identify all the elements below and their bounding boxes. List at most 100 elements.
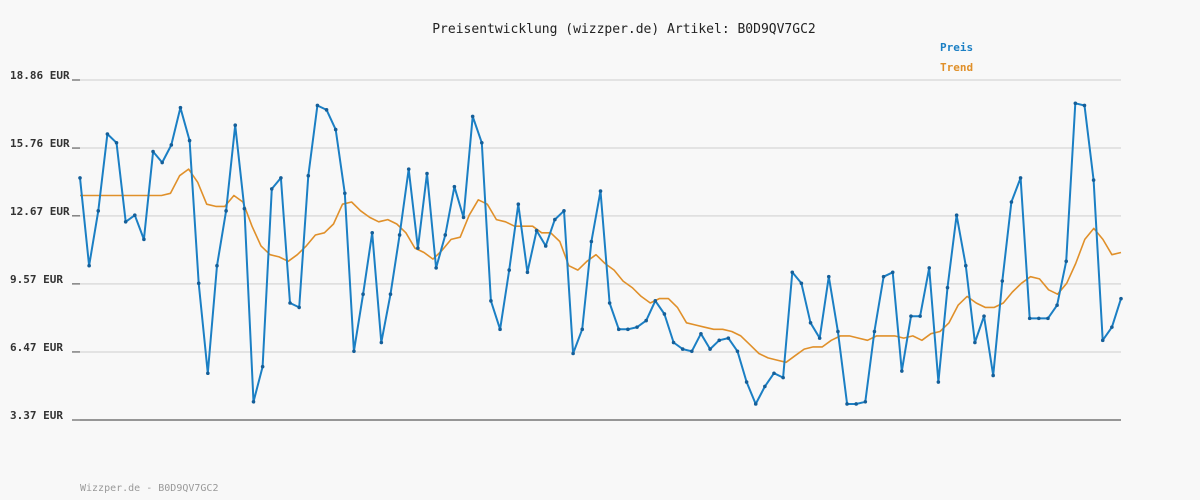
data-point (333, 127, 338, 132)
data-point (123, 219, 128, 224)
data-point (680, 347, 685, 351)
data-point (945, 285, 950, 290)
data-point (288, 301, 292, 305)
data-point (744, 380, 749, 384)
data-point (845, 402, 849, 406)
data-point (306, 173, 311, 178)
data-point (297, 305, 301, 310)
data-point (224, 209, 228, 213)
data-point (534, 228, 539, 233)
data-point (607, 301, 612, 305)
data-point (78, 176, 82, 180)
data-point (1064, 259, 1069, 264)
data-point (1119, 296, 1123, 301)
chart-title: Preisentwicklung (wizzper.de) Artikel: B… (432, 22, 816, 37)
data-point (343, 191, 347, 196)
data-point (1000, 279, 1005, 283)
data-point (635, 325, 639, 329)
data-point (160, 160, 164, 165)
series-group (78, 101, 1123, 406)
data-point (1027, 316, 1032, 321)
data-point (279, 176, 283, 180)
data-point (644, 318, 648, 323)
data-point (352, 349, 356, 354)
data-point (361, 292, 365, 297)
y-tick-label: 6.47 EUR (10, 341, 63, 354)
data-point (1082, 103, 1087, 108)
data-point (735, 349, 740, 354)
data-point (233, 123, 238, 128)
data-point (1110, 325, 1114, 329)
data-point (671, 340, 676, 345)
data-point (388, 292, 393, 297)
data-point (753, 402, 758, 406)
data-point (260, 364, 265, 369)
data-point (242, 206, 247, 211)
legend-entry-trend: Trend (940, 61, 973, 74)
data-point (799, 281, 804, 286)
grid-lines (80, 79, 1121, 353)
data-point (626, 327, 630, 332)
data-point (881, 274, 886, 279)
data-point (927, 266, 932, 270)
data-point (562, 209, 566, 213)
data-point (598, 189, 603, 193)
data-point (662, 312, 667, 316)
data-point (370, 230, 375, 235)
data-point (452, 184, 457, 189)
y-tick-label: 3.37 EUR (10, 409, 63, 422)
data-point (1055, 303, 1059, 308)
data-point (142, 237, 146, 242)
data-point (817, 336, 822, 340)
data-point (690, 349, 694, 354)
data-point (434, 266, 438, 270)
data-point (900, 369, 904, 373)
data-point (826, 274, 831, 279)
data-point (269, 187, 274, 191)
data-point (571, 351, 575, 356)
data-point (991, 373, 995, 378)
data-point (215, 263, 219, 268)
data-point (1046, 316, 1050, 321)
data-point (1073, 101, 1078, 106)
y-axis-ticks: 18.86 EUR 15.76 EUR 12.67 EUR 9.57 EUR 6.47 … (10, 69, 80, 422)
data-point (543, 244, 548, 248)
data-point (589, 239, 594, 244)
data-point (790, 270, 795, 275)
data-point (187, 138, 192, 143)
data-point (416, 246, 420, 250)
data-point (425, 171, 429, 176)
data-point (114, 140, 119, 145)
y-tick-label: 9.57 EUR (10, 273, 63, 286)
data-point (489, 299, 493, 303)
data-point (96, 209, 101, 213)
data-point (781, 375, 785, 380)
data-point (836, 329, 840, 334)
data-point (936, 380, 941, 384)
data-point (726, 336, 731, 340)
data-point (553, 217, 557, 222)
data-point (479, 140, 484, 145)
data-point (406, 167, 411, 171)
data-point (699, 331, 703, 336)
data-point (963, 263, 968, 268)
data-point (461, 215, 466, 220)
data-point (954, 213, 959, 218)
data-point (315, 103, 320, 108)
data-point (87, 263, 91, 268)
data-point (854, 402, 858, 406)
data-point (909, 314, 913, 318)
legend-entry-preis: Preis (940, 41, 973, 54)
data-point (498, 327, 502, 332)
data-point (206, 371, 210, 376)
data-point (708, 347, 712, 351)
data-point (132, 213, 137, 218)
data-point (1100, 338, 1105, 343)
data-point (580, 327, 585, 332)
series-line-trend (80, 168, 1122, 364)
data-point (1009, 200, 1014, 204)
data-point (973, 340, 977, 345)
data-point (1091, 178, 1096, 182)
data-point (808, 320, 813, 325)
